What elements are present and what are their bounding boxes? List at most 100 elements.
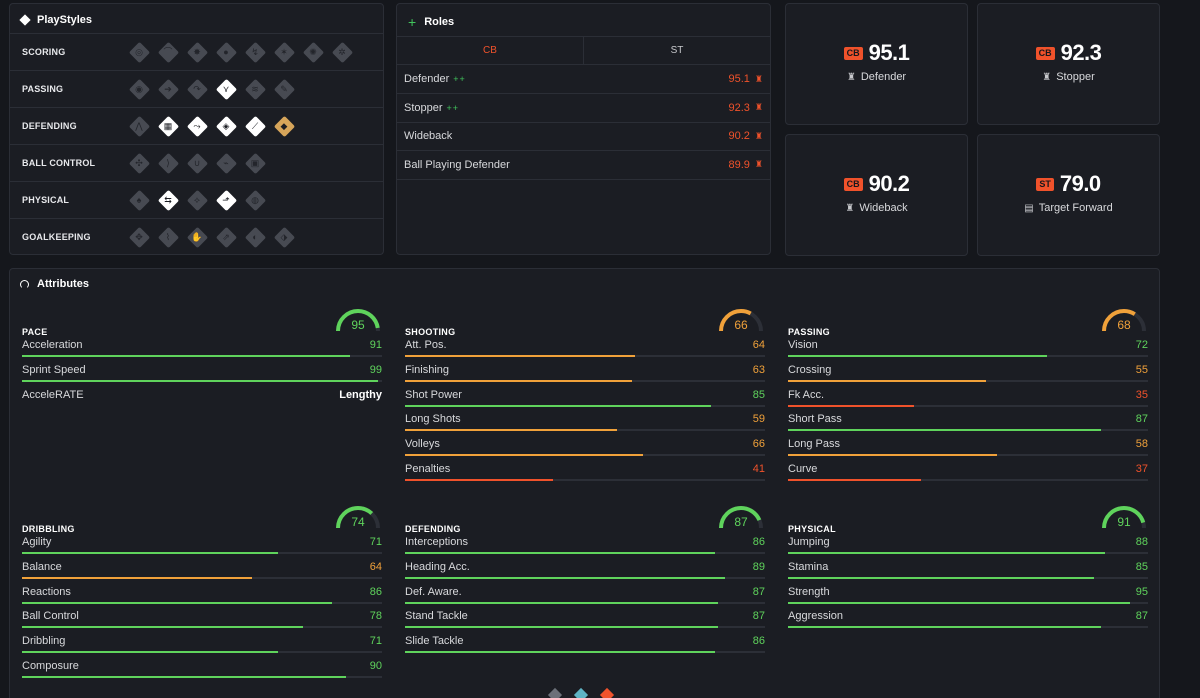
attr-stat-bar-fill xyxy=(22,576,253,579)
attr-stat-bar-fill xyxy=(22,552,278,554)
attr-group-name: DRIBBLING xyxy=(22,524,75,534)
inventive-icon[interactable]: ✎ xyxy=(273,78,295,100)
attr-stat-bar xyxy=(22,675,382,678)
rush-out-icon[interactable]: ⇗ xyxy=(215,226,237,248)
role-plus-badge: ++ xyxy=(453,74,466,84)
intercept-icon[interactable]: ⤳ xyxy=(186,115,208,137)
footwork-icon[interactable]: ⌇ xyxy=(157,226,179,248)
attr-stat-row: Reactions 86 xyxy=(22,584,382,609)
pinged-pass-icon[interactable]: ➔ xyxy=(157,78,179,100)
attr-stat-name: Volleys xyxy=(405,438,440,451)
attr-stat-bar-fill xyxy=(405,601,719,604)
incisive-pass-icon[interactable]: ◉ xyxy=(128,78,150,100)
dead-ball-icon[interactable]: ● xyxy=(215,41,237,63)
attr-stat-bar-fill xyxy=(405,478,553,481)
jockey-icon[interactable]: ⋀ xyxy=(128,115,150,137)
trickster-icon[interactable]: ⇆ xyxy=(157,189,179,211)
far-throw-icon[interactable]: ✥ xyxy=(128,226,150,248)
role-row[interactable]: Wideback 90.2 ♜ xyxy=(397,122,770,152)
far-reach-icon[interactable]: ◐ xyxy=(244,226,266,248)
plus-icon: + xyxy=(408,14,417,30)
attr-group-gauge: 95 xyxy=(334,307,382,337)
deflector-icon[interactable]: ⬗ xyxy=(273,226,295,248)
playstyle-row-physical: PHYSICAL ♠ ⇆ ⟡ ⬏ ◍ xyxy=(10,181,383,218)
long-throw-icon[interactable]: ◍ xyxy=(244,189,266,211)
attr-group-value: 66 xyxy=(734,318,748,332)
role-card-defender[interactable]: CB 95.1 ♜ Defender xyxy=(785,3,968,125)
attr-stat-name: Slide Tackle xyxy=(405,635,464,648)
attr-group-value: 95 xyxy=(351,318,365,332)
role-plus-badge: ++ xyxy=(446,102,460,113)
attr-stat-value: 87 xyxy=(1135,610,1148,623)
attr-stat-row: Vision 72 xyxy=(788,337,1148,362)
attr-stat-name: Stamina xyxy=(788,560,829,573)
flair-icon[interactable]: ⌁ xyxy=(215,152,237,174)
attr-stat-value: 99 xyxy=(369,363,382,376)
wideback-icon: ♜ xyxy=(845,203,855,214)
long-ball-pass-icon[interactable]: ↷ xyxy=(186,78,208,100)
attr-stat-row: Jumping 88 xyxy=(788,534,1148,559)
technical-icon[interactable]: ✣ xyxy=(128,152,150,174)
role-card-wideback[interactable]: CB 90.2 ♜ Wideback xyxy=(785,134,968,256)
attr-group-name: SHOOTING xyxy=(405,327,456,337)
role-card-name: ♜ Stopper xyxy=(978,71,1159,83)
anticipate-icon[interactable]: ◈ xyxy=(215,115,237,137)
attr-stat-bar xyxy=(405,651,765,654)
attr-stat-name: Shot Power xyxy=(405,388,462,401)
gauge-fill xyxy=(1102,506,1146,529)
acrobatic-icon[interactable]: ↯ xyxy=(244,41,266,63)
orange-diamond-icon xyxy=(599,687,615,698)
role-card-name: ▤ Target Forward xyxy=(978,202,1159,214)
low-driven-shot-icon[interactable]: ✺ xyxy=(302,41,324,63)
attr-stat-value: 58 xyxy=(1135,438,1148,451)
attr-stat-bar-fill xyxy=(788,355,1048,357)
role-row[interactable]: Stopper ++ 92.3 ♜ xyxy=(397,94,770,123)
attr-stat-row: Short Pass 87 xyxy=(788,411,1148,436)
role-card-stopper[interactable]: CB 92.3 ♜ Stopper xyxy=(977,3,1160,125)
role-rating-value: 90.2 xyxy=(728,130,750,143)
first-touch-icon[interactable]: ∪ xyxy=(186,152,208,174)
block-icon[interactable]: ▦ xyxy=(157,115,179,137)
attr-stat-value: 88 xyxy=(1135,536,1148,548)
attr-stat-bar xyxy=(22,651,382,654)
tiki-taka-icon[interactable]: ⋎ xyxy=(215,78,237,100)
role-card-header: ST 79.0 xyxy=(978,171,1159,197)
power-header-icon[interactable]: ✶ xyxy=(273,41,295,63)
attr-stat-bar-fill xyxy=(405,429,618,432)
attr-group-shooting: SHOOTING 66 Att. Pos. 64 Finishing 63 Shot Pow… xyxy=(405,307,765,486)
cross-claimer-icon[interactable]: ✋ xyxy=(186,226,208,248)
attr-stat-value: 41 xyxy=(752,462,765,475)
whipped-pass-icon[interactable]: ≋ xyxy=(244,78,266,100)
attr-stat-row: Volleys 66 xyxy=(405,436,765,461)
attr-stat-bar-fill xyxy=(405,576,726,579)
attr-stat-bar xyxy=(788,601,1148,604)
role-tabs: CB ST xyxy=(397,36,770,65)
relentless-icon[interactable]: ♠ xyxy=(128,189,150,211)
attr-stat-bar xyxy=(405,576,765,579)
attr-stat-name: Stand Tackle xyxy=(405,610,468,623)
attr-stat-bar-fill xyxy=(405,379,632,382)
player-icon: ♜ xyxy=(754,102,763,113)
finesse-shot-icon[interactable]: ◎ xyxy=(128,41,150,63)
teal-diamond-icon xyxy=(573,687,589,698)
bruiser-plus-icon[interactable]: ◆ xyxy=(273,115,295,137)
quick-step-icon[interactable]: ⟡ xyxy=(186,189,208,211)
power-shot-icon[interactable]: ✸ xyxy=(186,41,208,63)
role-row[interactable]: Ball Playing Defender 89.9 ♜ xyxy=(397,151,770,180)
game-changer-icon[interactable]: ✲ xyxy=(331,41,353,63)
role-card-target-forward[interactable]: ST 79.0 ▤ Target Forward xyxy=(977,134,1160,256)
tab-cb[interactable]: CB xyxy=(483,45,497,56)
aerial-icon[interactable]: ⬏ xyxy=(215,189,237,211)
attr-stat-value: 91 xyxy=(369,339,382,351)
tab-st[interactable]: ST xyxy=(583,37,770,64)
attr-stat-bar-fill xyxy=(788,576,1094,579)
rapid-icon[interactable]: ⟩ xyxy=(157,152,179,174)
chip-shot-icon[interactable]: ⌒ xyxy=(157,41,179,63)
playstyle-row-defending: DEFENDING ⋀ ▦ ⤳ ◈ ⟋ ◆ xyxy=(10,107,383,144)
role-row[interactable]: Defender ++ 95.1 ♜ xyxy=(397,65,770,94)
attr-stat-bar-fill xyxy=(788,404,914,407)
slide-tackle-icon[interactable]: ⟋ xyxy=(244,115,266,137)
press-proven-icon[interactable]: ▣ xyxy=(244,152,266,174)
attr-stat-name: Interceptions xyxy=(405,536,468,548)
attr-stat-name: Acceleration xyxy=(22,339,83,351)
